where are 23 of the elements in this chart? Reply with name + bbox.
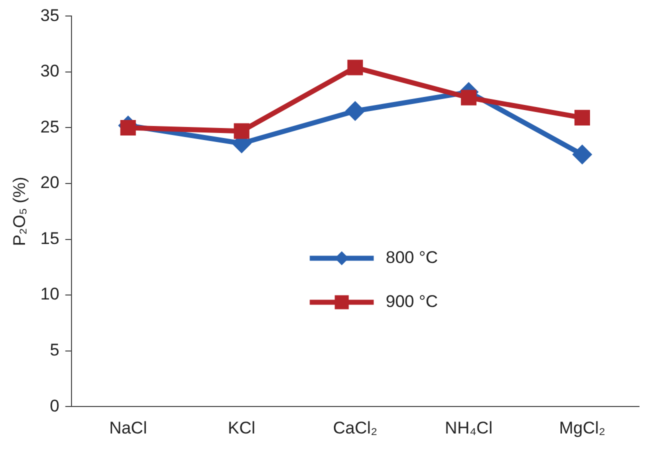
point	[460, 90, 476, 106]
y-tick-label: 5	[50, 340, 60, 360]
point	[574, 110, 590, 126]
legend-label: 900 °C	[386, 292, 438, 311]
point	[120, 120, 136, 136]
point	[345, 101, 366, 122]
y-tick-label: 0	[50, 396, 60, 416]
point	[347, 60, 363, 76]
x-tick-label: NaCl	[109, 418, 147, 438]
y-axis-title: P₂O₅ (%)	[10, 176, 29, 246]
x-tick-label: KCl	[228, 418, 256, 438]
y-tick-label: 15	[40, 228, 60, 248]
x-tick-label: NH₄Cl	[444, 418, 492, 438]
legend-label: 800 °C	[386, 248, 438, 267]
x-tick-label: CaCl₂	[332, 418, 378, 438]
y-tick-label: 20	[40, 173, 60, 192]
y-tick-label: 35	[40, 6, 60, 25]
y-tick-label: 30	[40, 62, 60, 81]
point	[234, 123, 250, 139]
point	[572, 144, 592, 165]
y-tick-label: 25	[40, 117, 60, 136]
x-tick-label: MgCl₂	[559, 418, 606, 438]
y-tick-label: 10	[40, 284, 60, 304]
